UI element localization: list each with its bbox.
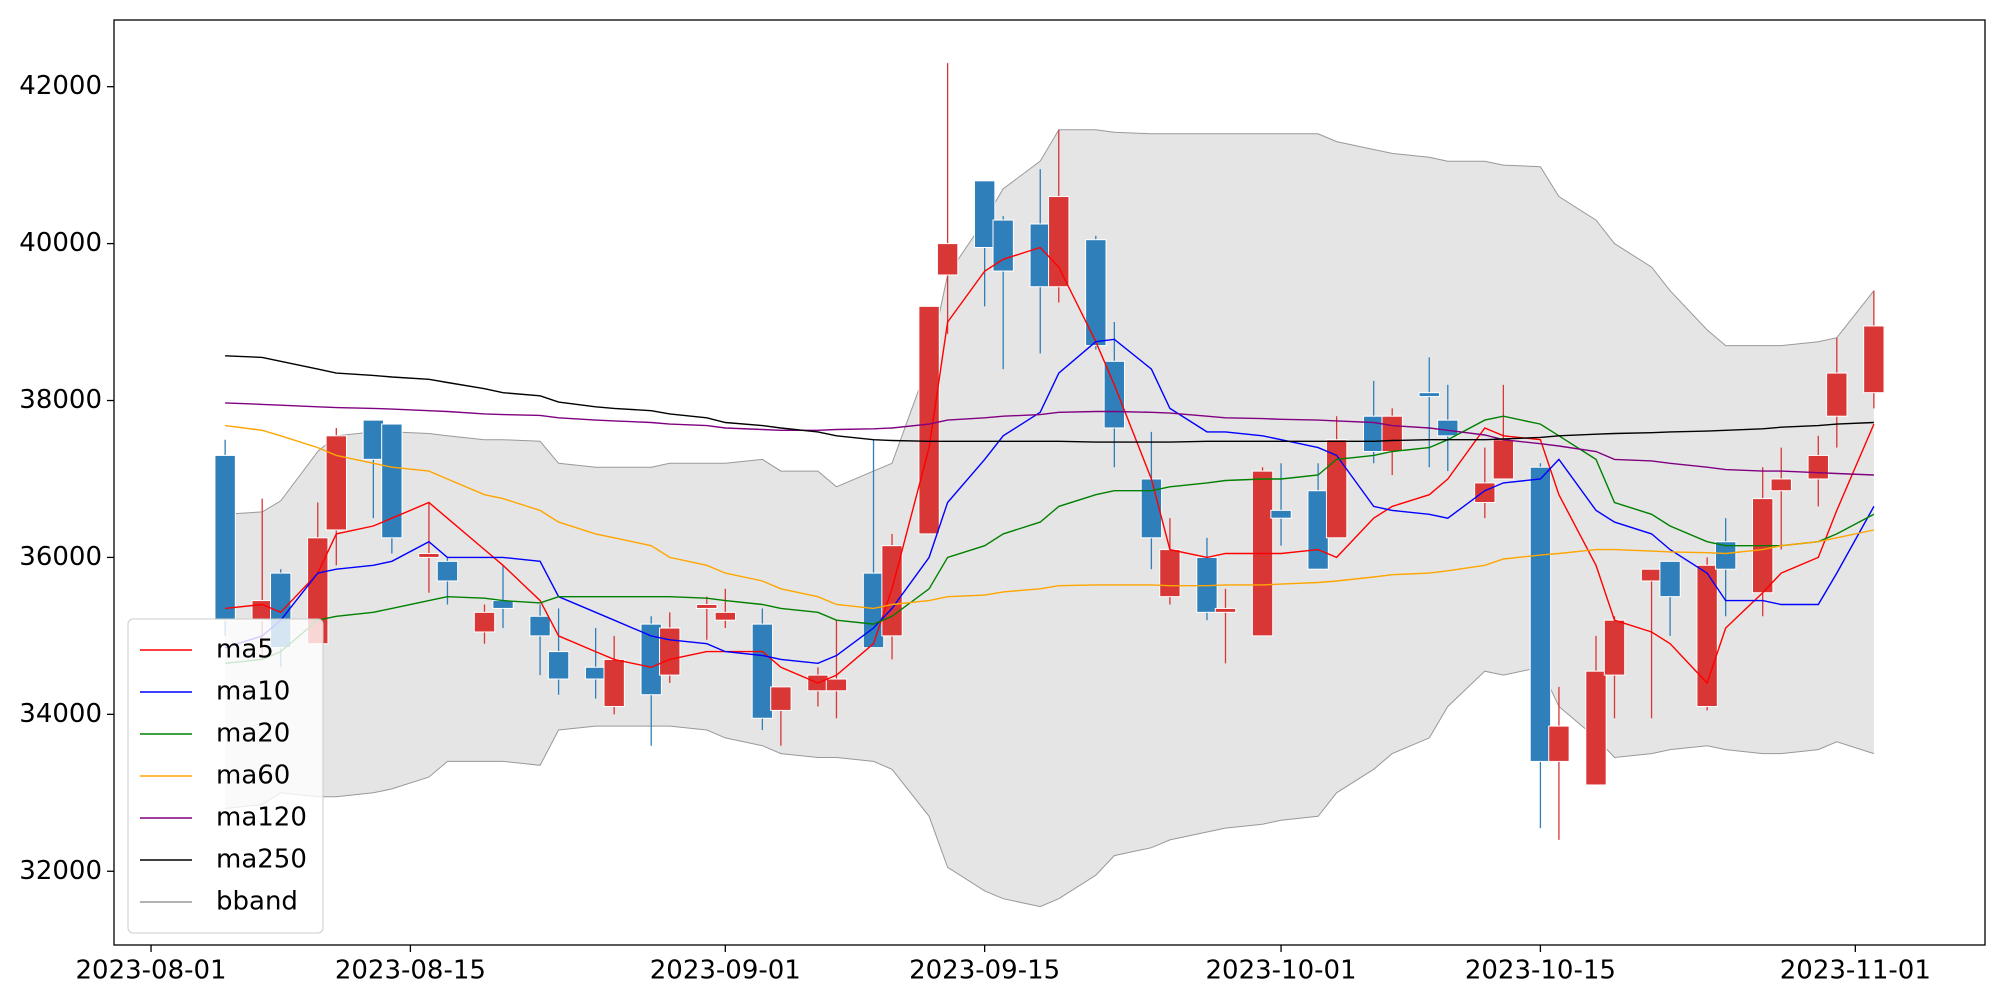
ma-line: [225, 415, 1875, 664]
candle-body: [1103, 360, 1126, 429]
candle-body: [418, 553, 440, 558]
legend: ma5 ma10 ma20 ma60 ma120 ma250 bband: [127, 618, 324, 934]
ma-line: [225, 424, 1875, 610]
candle-body: [1325, 439, 1348, 539]
candle-body: [1214, 607, 1237, 613]
candle-body: [436, 560, 459, 582]
y-tick-label: 36000: [19, 542, 102, 572]
candle-body: [659, 627, 681, 676]
candle-body: [696, 603, 718, 609]
candle-body: [714, 611, 737, 621]
candle-body: [251, 600, 273, 621]
candle-body: [603, 658, 625, 707]
legend-label: ma60: [216, 761, 290, 791]
candle-body: [1307, 490, 1329, 570]
x-tick-label: 2023-09-15: [909, 956, 1060, 986]
candle-body: [1770, 478, 1792, 492]
legend-label: ma250: [216, 845, 307, 875]
candle-body: [1696, 564, 1718, 707]
legend-label: bband: [216, 887, 298, 917]
plot-frame: [113, 19, 1986, 946]
x-tick-label: 2023-11-01: [1780, 956, 1931, 986]
x-tick-label: 2023-10-15: [1465, 956, 1616, 986]
candle-body: [529, 615, 551, 637]
candle-body: [1640, 568, 1663, 582]
x-tick-label: 2023-09-01: [650, 956, 801, 986]
band-edge: [225, 129, 1875, 515]
y-tick-label: 38000: [19, 385, 102, 415]
candle-body: [862, 572, 885, 649]
ma-line: [225, 355, 1874, 443]
legend-label: ma5: [216, 635, 274, 665]
ma-line: [225, 402, 1874, 476]
candle-body: [214, 454, 236, 621]
candle-body: [1270, 509, 1292, 519]
x-tick-label: 2023-08-15: [335, 956, 486, 986]
candle-body: [1548, 725, 1570, 762]
candle-body: [1807, 454, 1829, 480]
candle-body: [1585, 670, 1607, 786]
candle-body: [640, 623, 662, 696]
y-tick-label: 34000: [19, 699, 102, 729]
legend-box: [127, 618, 324, 934]
y-tick-label: 32000: [19, 856, 102, 886]
candle-body: [381, 423, 403, 539]
candle-body: [1085, 239, 1107, 347]
candle-body: [1381, 415, 1403, 453]
legend-label: ma20: [216, 719, 290, 749]
band-area: [225, 129, 1874, 907]
candle-body: [325, 435, 347, 531]
candle-body: [1603, 619, 1626, 676]
candle-body: [936, 243, 959, 276]
ma-line: [224, 338, 1875, 665]
candle-body: [1159, 549, 1181, 598]
candle-body: [1863, 325, 1885, 394]
y-tick-label: 42000: [19, 71, 102, 101]
candle-body: [1492, 439, 1515, 480]
x-tick-label: 2023-08-01: [75, 956, 226, 986]
candle-body: [1529, 466, 1552, 762]
ma-line: [225, 246, 1875, 685]
candle-body: [1418, 392, 1440, 398]
candle-body: [1659, 560, 1681, 598]
candle-body: [1826, 372, 1848, 417]
candle-body: [547, 651, 570, 680]
candle-body: [492, 600, 514, 609]
candle-body: [770, 686, 792, 711]
candle-body: [473, 611, 496, 633]
candle-body: [362, 419, 385, 460]
candle-body: [918, 305, 940, 535]
candle-body: [1437, 419, 1459, 437]
candle-body: [751, 623, 774, 719]
candle-body: [1474, 482, 1496, 504]
legend-label: ma10: [216, 677, 290, 707]
candle-body: [973, 180, 996, 249]
candle-body: [1048, 196, 1070, 288]
y-tick-label: 40000: [19, 228, 102, 258]
legend-label: ma120: [216, 803, 307, 833]
candle-body: [825, 678, 848, 692]
x-tick-label: 2023-10-01: [1206, 956, 1357, 986]
candle-body: [1714, 541, 1737, 570]
candle-body: [584, 666, 607, 680]
